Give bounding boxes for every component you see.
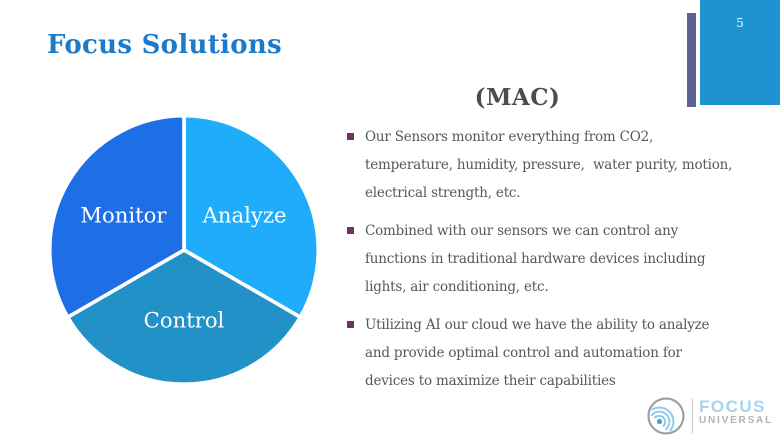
- page-number: 5: [736, 16, 744, 30]
- bullet-item: Utilizing AI our cloud we have the abili…: [347, 311, 710, 395]
- pie-slice-analyze: [182, 113, 321, 319]
- pie-chart-svg: Analyze Control Monitor: [47, 113, 321, 387]
- bullet-item: Our Sensors monitor everything from CO2,…: [347, 123, 732, 207]
- bullet-text: Our Sensors monitor everything from CO2,…: [365, 123, 732, 207]
- bullet-marker: [347, 227, 354, 234]
- bullet-list: Our Sensors monitor everything from CO2,…: [345, 123, 732, 395]
- bullet-line: lights, air conditioning, etc.: [365, 279, 549, 295]
- logo-brand-subtext: UNIVERSAL: [699, 415, 773, 426]
- accent-bar: [687, 13, 696, 107]
- logo-brand-text: FOCUS: [699, 397, 766, 416]
- mac-heading: (MAC): [474, 84, 561, 111]
- bullet-line: Utilizing AI our cloud we have the abili…: [365, 317, 710, 333]
- bullet-line: temperature, humidity, pressure, water p…: [365, 157, 733, 173]
- bullet-text: Utilizing AI our cloud we have the abili…: [365, 311, 710, 395]
- focus-universal-logo: FOCUS UNIVERSAL: [646, 396, 776, 436]
- pie-chart: Analyze Control Monitor: [46, 112, 322, 388]
- bullet-line: Our Sensors monitor everything from CO2,: [365, 129, 654, 145]
- pie-slice-control: [65, 248, 303, 387]
- bullet-line: devices to maximize their capabilities: [365, 373, 616, 389]
- bullet-line: electrical strength, etc.: [365, 185, 521, 201]
- bullet-text: Combined with our sensors we can control…: [365, 217, 706, 301]
- bullet-line: functions in traditional hardware device…: [365, 251, 706, 267]
- pie-slice-monitor: [47, 113, 186, 319]
- pie-label-monitor: Monitor: [80, 202, 167, 227]
- bullet-marker: [347, 321, 354, 328]
- content-column: (MAC) Our Sensors monitor everything fro…: [345, 84, 732, 405]
- bullet-item: Combined with our sensors we can control…: [347, 217, 706, 301]
- page-number-tab: 5: [700, 0, 780, 105]
- bullet-line: and provide optimal control and automati…: [365, 345, 682, 361]
- slide-title: Focus Solutions: [47, 30, 282, 60]
- pie-label-control: Control: [144, 307, 225, 332]
- logo-divider: [692, 399, 693, 433]
- focus-universal-logo-icon: [647, 397, 685, 435]
- bullet-line: Combined with our sensors we can control…: [365, 223, 679, 239]
- bullet-marker: [347, 133, 354, 140]
- pie-label-analyze: Analyze: [202, 202, 287, 227]
